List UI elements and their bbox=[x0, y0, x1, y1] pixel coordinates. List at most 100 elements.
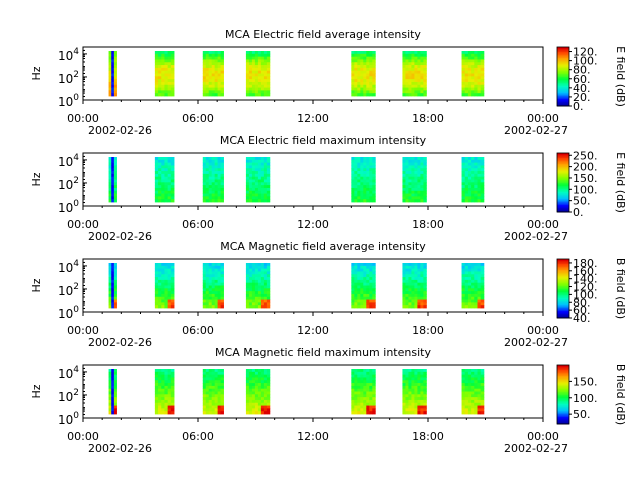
spectrogram-cell bbox=[254, 193, 259, 197]
spectrogram-cell bbox=[363, 296, 367, 300]
spectrogram-cell bbox=[248, 302, 253, 306]
spectrogram-cell bbox=[360, 268, 364, 272]
spectrogram-cell bbox=[161, 185, 165, 189]
spectrogram-cell bbox=[161, 369, 165, 373]
spectrogram-cell bbox=[474, 187, 478, 192]
spectrogram-cell bbox=[108, 93, 112, 97]
spectrogram-cell bbox=[205, 185, 210, 189]
spectrogram-cell bbox=[211, 277, 216, 281]
spectrogram-cell bbox=[248, 265, 253, 270]
spectrogram-cell bbox=[351, 199, 355, 203]
spectrogram-cell bbox=[111, 176, 115, 180]
spectrogram-cell bbox=[423, 271, 427, 275]
spectrogram-cell bbox=[161, 268, 165, 272]
spectrogram-cell bbox=[363, 59, 367, 63]
spectrogram-cell bbox=[471, 81, 475, 86]
spectrogram-cell bbox=[369, 394, 373, 398]
spectrogram-cell bbox=[366, 282, 370, 286]
spectrogram-cell bbox=[202, 285, 207, 289]
spectrogram-cell bbox=[405, 291, 409, 295]
spectrogram-cell bbox=[461, 70, 466, 74]
spectrogram-cell bbox=[205, 277, 210, 281]
spectrogram-cell bbox=[480, 399, 485, 404]
spectrogram-cell bbox=[471, 302, 475, 306]
spectrogram-cell bbox=[113, 291, 117, 295]
spectrogram-cell bbox=[420, 279, 424, 284]
spectrogram-cell bbox=[111, 271, 115, 275]
spectrogram-cell bbox=[464, 293, 469, 298]
spectrogram-cell bbox=[480, 73, 485, 77]
spectrogram-cell bbox=[411, 162, 415, 166]
spectrogram-cell bbox=[372, 388, 376, 392]
spectrogram-cell bbox=[414, 81, 418, 86]
spectrogram-cell bbox=[245, 193, 250, 197]
spectrogram-cell bbox=[214, 293, 219, 298]
spectrogram-cell bbox=[423, 157, 427, 161]
spectrogram-cell bbox=[248, 190, 253, 194]
spectrogram-cell bbox=[161, 79, 165, 83]
colorbar-step bbox=[557, 67, 569, 70]
spectrogram-cell bbox=[477, 79, 482, 83]
spectrogram-cell bbox=[257, 171, 262, 175]
spectrogram-cell bbox=[423, 176, 427, 180]
spectrogram-cell bbox=[164, 157, 169, 161]
spectrogram-cell bbox=[161, 291, 165, 295]
panel-title: MCA Electric field maximum intensity bbox=[220, 134, 427, 147]
spectrogram-cell bbox=[263, 190, 268, 194]
spectrogram-cell bbox=[111, 385, 115, 390]
spectrogram-cell bbox=[257, 90, 262, 94]
colorbar-frame bbox=[556, 46, 570, 107]
spectrogram-cell bbox=[417, 399, 421, 404]
spectrogram-cell bbox=[461, 76, 466, 80]
spectrogram-cell bbox=[402, 179, 406, 183]
spectrogram-cell bbox=[351, 51, 355, 55]
spectrogram-cell bbox=[480, 53, 485, 58]
spectrogram-cell bbox=[369, 81, 373, 86]
spectrogram-cell bbox=[372, 369, 376, 373]
spectrogram-cell bbox=[369, 182, 373, 186]
spectrogram-cell bbox=[263, 193, 268, 197]
spectrogram-cell bbox=[420, 159, 424, 164]
spectrogram-cell bbox=[405, 391, 409, 395]
spectrogram-cell bbox=[111, 282, 115, 286]
spectrogram-cell bbox=[474, 391, 478, 395]
spectrogram-cell bbox=[167, 263, 172, 267]
spectrogram-cell bbox=[108, 165, 112, 169]
colorbar-step bbox=[557, 419, 569, 422]
spectrogram-cell bbox=[464, 87, 469, 91]
spectrogram-cell bbox=[366, 299, 370, 303]
panel-2: MCA Electric field maximum intensity1001… bbox=[30, 134, 627, 243]
spectrogram-cell bbox=[158, 411, 162, 415]
spectrogram-cell bbox=[167, 70, 172, 74]
spectrogram-cell bbox=[351, 305, 355, 309]
spectrogram-cell bbox=[214, 377, 219, 381]
spectrogram-cell bbox=[263, 402, 268, 406]
spectrogram-cell bbox=[420, 84, 424, 88]
spectrogram-cell bbox=[154, 271, 159, 275]
spectrogram-cell bbox=[474, 73, 478, 77]
spectrogram-cell bbox=[113, 274, 117, 278]
spectrogram-cell bbox=[423, 65, 427, 69]
spectrogram-cell bbox=[464, 371, 469, 376]
spectrogram-cell bbox=[414, 288, 418, 292]
spectrogram-cell bbox=[414, 165, 418, 169]
spectrogram-cell bbox=[360, 196, 364, 200]
spectrogram-cell bbox=[423, 76, 427, 80]
spectrogram-cell bbox=[248, 196, 253, 200]
spectrogram-cell bbox=[369, 76, 373, 80]
spectrogram-cell bbox=[263, 399, 268, 404]
spectrogram-cell bbox=[251, 159, 256, 164]
spectrogram-cell bbox=[220, 59, 224, 63]
colorbar-tick-label: 100. bbox=[573, 183, 598, 196]
spectrogram-cell bbox=[108, 62, 112, 66]
spectrogram-cell bbox=[214, 182, 219, 186]
colorbar-step bbox=[557, 418, 569, 421]
spectrogram-cell bbox=[366, 171, 370, 175]
spectrogram-cell bbox=[263, 385, 268, 390]
spectrogram-cell bbox=[260, 157, 265, 161]
spectrogram-cell bbox=[411, 59, 415, 63]
spectrogram-cell bbox=[360, 168, 364, 172]
spectrogram-cell bbox=[211, 302, 216, 306]
spectrogram-cell bbox=[257, 162, 262, 166]
spectrogram-cell bbox=[113, 411, 117, 415]
